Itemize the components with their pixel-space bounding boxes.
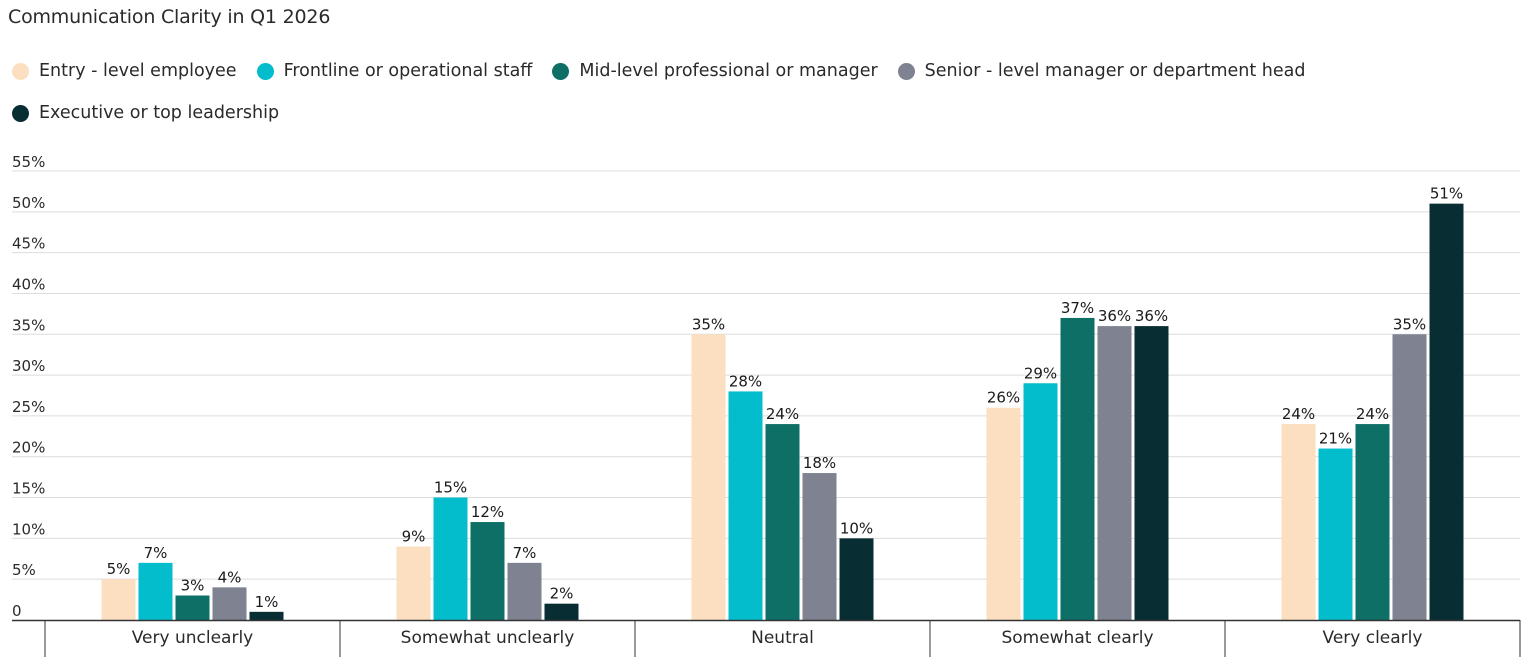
legend-swatch-icon <box>897 62 915 80</box>
data-label: 37% <box>1061 299 1094 317</box>
y-tick-label: 50% <box>12 194 45 212</box>
y-tick-label: 5% <box>12 561 36 579</box>
y-tick-label: 55% <box>12 153 45 171</box>
bar <box>433 497 468 620</box>
data-label: 28% <box>729 372 762 390</box>
data-label: 7% <box>513 544 537 562</box>
legend-swatch-icon <box>256 62 274 80</box>
data-label: 35% <box>692 315 725 333</box>
bar <box>138 562 173 620</box>
data-label: 24% <box>1356 405 1389 423</box>
legend-item-mid-level: Mid-level professional or manager <box>552 60 878 82</box>
bar <box>1097 326 1132 620</box>
legend-swatch-icon <box>12 62 29 80</box>
bar <box>986 407 1021 620</box>
bar <box>175 595 210 620</box>
bar <box>396 546 431 620</box>
bar <box>1060 317 1095 620</box>
bar <box>249 611 284 620</box>
data-label: 24% <box>1282 405 1315 423</box>
legend-item-senior-level: Senior - level manager or department hea… <box>897 60 1306 82</box>
bar <box>728 391 763 620</box>
bar <box>1134 326 1169 620</box>
bar <box>839 538 874 620</box>
legend-swatch-icon <box>552 62 570 80</box>
data-label: 24% <box>766 405 799 423</box>
bar <box>765 424 800 620</box>
y-tick-label: 30% <box>12 357 45 375</box>
x-tick-label: Somewhat clearly <box>1001 628 1153 648</box>
bar <box>101 579 136 620</box>
data-label: 1% <box>255 593 279 611</box>
data-label: 36% <box>1098 307 1131 325</box>
data-label: 35% <box>1393 315 1426 333</box>
bar <box>1355 424 1390 620</box>
data-label: 5% <box>107 560 131 578</box>
y-tick-label: 25% <box>12 398 45 416</box>
y-tick-label: 35% <box>12 316 45 334</box>
data-label: 4% <box>218 568 242 586</box>
legend-label: Frontline or operational staff <box>283 61 533 81</box>
bar <box>212 587 247 620</box>
bar <box>1318 448 1353 620</box>
legend-item-entry-level: Entry - level employee <box>12 60 237 82</box>
data-label: 10% <box>840 519 873 537</box>
legend-item-executive: Executive or top leadership <box>12 102 279 124</box>
legend-item-frontline: Frontline or operational staff <box>256 60 533 82</box>
data-label: 12% <box>471 503 504 521</box>
data-label: 51% <box>1430 185 1463 203</box>
bar <box>1392 334 1427 620</box>
chart-legend: Entry - level employee Frontline or oper… <box>12 60 1432 124</box>
data-label: 15% <box>434 479 467 497</box>
data-label: 9% <box>402 528 426 546</box>
bar <box>691 334 726 620</box>
y-tick-label: 20% <box>12 439 45 457</box>
y-tick-label: 45% <box>12 235 45 253</box>
bar <box>1281 424 1316 620</box>
y-tick-label: 0 <box>12 602 22 620</box>
x-tick-label: Neutral <box>751 628 814 648</box>
x-tick-label: Very unclearly <box>132 628 254 648</box>
data-label: 18% <box>803 454 836 472</box>
bar <box>1023 383 1058 620</box>
chart-title: Communication Clarity in Q1 2026 <box>8 6 331 28</box>
y-tick-label: 15% <box>12 480 45 498</box>
bar <box>1429 203 1464 620</box>
bar <box>544 603 579 620</box>
x-tick-label: Very clearly <box>1323 628 1423 648</box>
bar <box>507 562 542 620</box>
legend-label: Entry - level employee <box>39 61 237 81</box>
data-label: 2% <box>550 585 574 603</box>
data-label: 26% <box>987 389 1020 407</box>
legend-label: Mid-level professional or manager <box>579 61 878 81</box>
data-label: 7% <box>144 544 168 562</box>
y-tick-label: 40% <box>12 275 45 293</box>
legend-label: Senior - level manager or department hea… <box>924 61 1306 81</box>
bar <box>802 473 837 620</box>
data-label: 3% <box>181 577 205 595</box>
legend-label: Executive or top leadership <box>39 103 280 123</box>
x-tick-label: Somewhat unclearly <box>401 628 575 648</box>
data-label: 36% <box>1135 307 1168 325</box>
bar <box>470 522 505 620</box>
data-label: 21% <box>1319 430 1352 448</box>
legend-swatch-icon <box>12 104 29 122</box>
y-tick-label: 10% <box>12 520 45 538</box>
data-label: 29% <box>1024 364 1057 382</box>
